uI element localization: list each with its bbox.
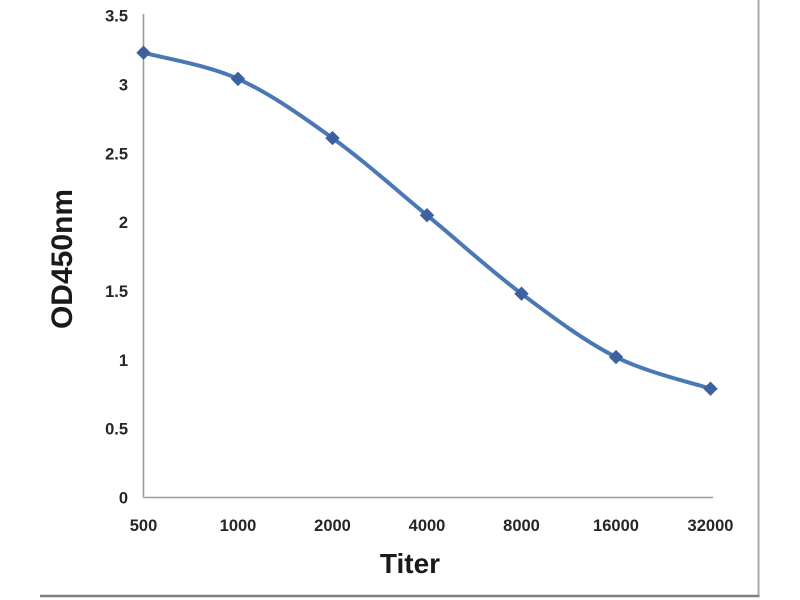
- x-tick-label: 500: [130, 517, 158, 535]
- y-tick-label: 2.5: [105, 145, 128, 163]
- y-tick-label: 0.5: [105, 421, 128, 439]
- y-tick-label: 1: [119, 352, 128, 370]
- x-tick-label: 2000: [314, 517, 351, 535]
- x-tick-label: 16000: [593, 517, 639, 535]
- data-point-marker: [230, 71, 246, 87]
- x-tick-label: 1000: [220, 517, 257, 535]
- x-tick-label: 32000: [688, 517, 734, 535]
- y-axis-title: OD450nm: [46, 189, 79, 329]
- data-point-marker: [419, 208, 435, 223]
- y-tick-label: 0: [119, 490, 128, 508]
- y-tick-label: 3: [119, 76, 128, 94]
- figure-frame: [40, 0, 760, 598]
- series-od450nm: [136, 45, 718, 396]
- x-tick-label: 4000: [409, 517, 446, 535]
- data-point-marker: [608, 349, 624, 365]
- y-tick-label: 3.5: [105, 8, 128, 26]
- x-axis-title: Titer: [380, 548, 440, 579]
- data-point-marker: [325, 130, 340, 146]
- data-point-marker: [703, 381, 718, 396]
- axes: [142, 14, 713, 499]
- x-tick-label: 8000: [503, 517, 540, 535]
- y-tick-label: 1.5: [105, 283, 128, 301]
- data-point-marker: [136, 45, 151, 60]
- y-tick-label: 2: [119, 214, 128, 232]
- data-point-marker: [514, 286, 529, 301]
